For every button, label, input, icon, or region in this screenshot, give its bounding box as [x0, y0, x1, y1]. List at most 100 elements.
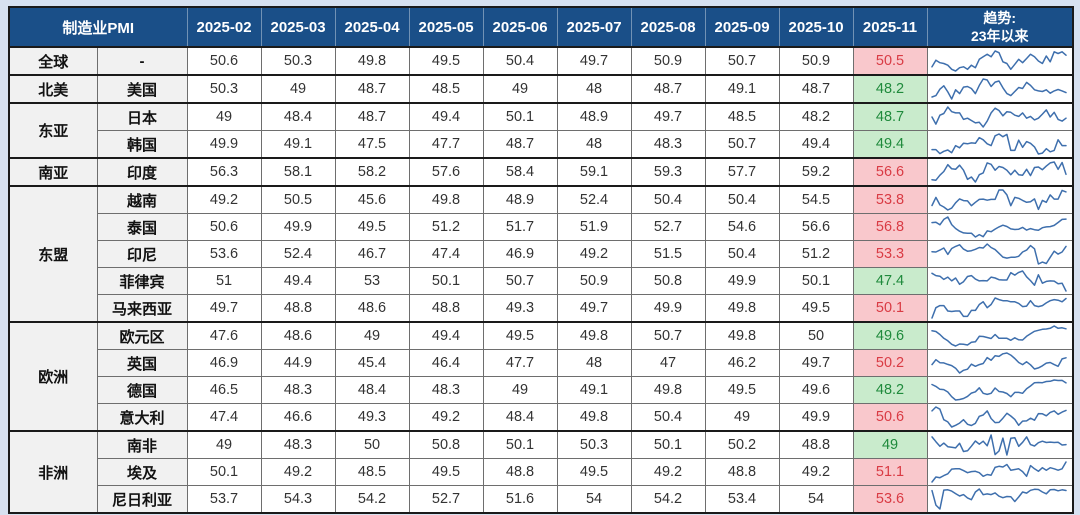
pmi-value-cell: 48.8 — [408, 294, 484, 323]
pmi-value-cell: 48.7 — [630, 74, 706, 104]
sparkline-chart — [930, 325, 1067, 347]
latest-pmi-cell: 53.8 — [852, 185, 928, 214]
pmi-value-cell: 52.7 — [630, 213, 706, 241]
pmi-value-cell: 49.9 — [260, 213, 336, 241]
month-header: 2025-04 — [334, 7, 410, 47]
latest-pmi-cell: 53.6 — [852, 485, 928, 514]
header-row: 制造业PMI 2025-02 2025-03 2025-04 2025-05 2025-… — [9, 7, 1074, 47]
latest-pmi-cell: 53.3 — [852, 240, 928, 268]
month-header: 2025-09 — [704, 7, 780, 47]
sparkline-chart — [930, 50, 1067, 72]
month-header: 2025-05 — [408, 7, 484, 47]
trend-sparkline-cell — [926, 349, 1074, 377]
table-title: 制造业PMI — [9, 7, 188, 47]
pmi-value-cell: 47.4 — [408, 240, 484, 268]
latest-pmi-cell: 51.1 — [852, 458, 928, 486]
country-cell: - — [96, 46, 188, 76]
latest-pmi-cell: 56.6 — [852, 157, 928, 187]
pmi-value-cell: 49.4 — [778, 130, 854, 159]
pmi-value-cell: 49 — [482, 376, 558, 404]
pmi-value-cell: 57.7 — [704, 157, 780, 187]
table-row: 全球 -50.6 50.3 49.8 49.5 50.4 49.7 50.9 50.7 50.9 5… — [8, 46, 1074, 76]
trend-sparkline-cell — [926, 240, 1074, 268]
sparkline-chart — [930, 406, 1067, 428]
pmi-value-cell: 50.1 — [482, 102, 558, 131]
pmi-value-cell: 49 — [482, 74, 558, 104]
pmi-value-cell: 49.8 — [630, 376, 706, 404]
pmi-value-cell: 47.6 — [186, 321, 262, 350]
pmi-value-cell: 50.9 — [556, 267, 632, 295]
pmi-value-cell: 46.7 — [334, 240, 410, 268]
region-cell: 北美 — [8, 74, 98, 104]
country-cell: 马来西亚 — [96, 294, 188, 323]
pmi-value-cell: 53.6 — [186, 240, 262, 268]
pmi-value-cell: 50.7 — [482, 267, 558, 295]
sparkline-chart — [930, 133, 1067, 155]
trend-sparkline-cell — [926, 376, 1074, 404]
pmi-value-cell: 49.1 — [260, 130, 336, 159]
sparkline-chart — [930, 461, 1067, 483]
pmi-value-cell: 56.3 — [186, 157, 262, 187]
pmi-value-cell: 50.9 — [778, 46, 854, 76]
sparkline-chart — [930, 488, 1067, 510]
pmi-value-cell: 49.1 — [704, 74, 780, 104]
pmi-value-cell: 49.7 — [778, 349, 854, 377]
trend-sparkline-cell — [926, 458, 1074, 486]
pmi-value-cell: 49.2 — [556, 240, 632, 268]
pmi-value-cell: 47.4 — [186, 403, 262, 432]
pmi-value-cell: 45.4 — [334, 349, 410, 377]
pmi-value-cell: 50.7 — [630, 321, 706, 350]
pmi-value-cell: 49.9 — [778, 403, 854, 432]
pmi-value-cell: 50.1 — [408, 267, 484, 295]
pmi-value-cell: 50.1 — [630, 430, 706, 459]
pmi-value-cell: 48.3 — [630, 130, 706, 159]
trend-sparkline-cell — [926, 294, 1074, 323]
country-cell: 印尼 — [96, 240, 188, 268]
pmi-value-cell: 46.5 — [186, 376, 262, 404]
pmi-value-cell: 49.6 — [778, 376, 854, 404]
table-row: 南亚 印度 56.3 58.1 58.2 57.6 58.4 59.1 59.3 57.7 59.2… — [8, 157, 1074, 187]
pmi-value-cell: 47.5 — [334, 130, 410, 159]
trend-column-header: 趋势: 23年以来 — [926, 7, 1074, 47]
pmi-value-cell: 59.2 — [778, 157, 854, 187]
table-row: 意大利 47.4 46.6 49.3 49.2 48.4 49.8 50.4 49 49.9 50.… — [9, 403, 1074, 432]
pmi-value-cell: 50.4 — [630, 403, 706, 432]
pmi-value-cell: 58.4 — [482, 157, 558, 187]
pmi-value-cell: 49.7 — [556, 294, 632, 323]
pmi-value-cell: 49.9 — [630, 294, 706, 323]
trend-sparkline-cell — [926, 485, 1074, 514]
pmi-value-cell: 48.9 — [556, 102, 632, 131]
trend-sparkline-cell — [926, 102, 1074, 131]
pmi-value-cell: 53.4 — [704, 485, 780, 514]
pmi-value-cell: 48.4 — [260, 102, 336, 131]
pmi-value-cell: 49.5 — [408, 458, 484, 486]
pmi-value-cell: 49.8 — [334, 46, 410, 76]
pmi-value-cell: 48.5 — [408, 74, 484, 104]
pmi-value-cell: 49.5 — [704, 376, 780, 404]
pmi-value-cell: 50 — [334, 430, 410, 459]
table-header: 制造业PMI 2025-02 2025-03 2025-04 2025-05 2025-… — [9, 7, 1074, 47]
pmi-value-cell: 54.2 — [334, 485, 410, 514]
region-cell: 全球 — [8, 46, 98, 76]
pmi-value-cell: 49.2 — [778, 458, 854, 486]
pmi-value-cell: 48.3 — [260, 376, 336, 404]
pmi-value-cell: 49 — [186, 102, 262, 131]
sparkline-chart — [930, 161, 1067, 183]
table-row: 德国 46.5 48.3 48.4 48.3 49 49.1 49.8 49.5 49.6 48.2 — [9, 376, 1074, 404]
latest-pmi-cell: 48.2 — [852, 376, 928, 404]
pmi-value-cell: 48.3 — [260, 430, 336, 459]
sparkline-chart — [930, 189, 1067, 211]
pmi-value-cell: 50.7 — [704, 130, 780, 159]
pmi-value-cell: 56.6 — [778, 213, 854, 241]
pmi-value-cell: 50.8 — [408, 430, 484, 459]
pmi-value-cell: 50.5 — [260, 185, 336, 214]
pmi-value-cell: 50.1 — [482, 430, 558, 459]
latest-pmi-cell: 48.7 — [852, 102, 928, 131]
country-cell: 日本 — [96, 102, 188, 131]
pmi-value-cell: 50.8 — [630, 267, 706, 295]
table-row: 北美 美国 50.3 49 48.7 48.5 49 48 48.7 49.1 48.7 48.2 — [8, 74, 1074, 104]
sparkline-chart — [930, 243, 1067, 265]
month-header: 2025-06 — [482, 7, 558, 47]
pmi-value-cell: 48.7 — [334, 102, 410, 131]
pmi-value-cell: 48.6 — [334, 294, 410, 323]
